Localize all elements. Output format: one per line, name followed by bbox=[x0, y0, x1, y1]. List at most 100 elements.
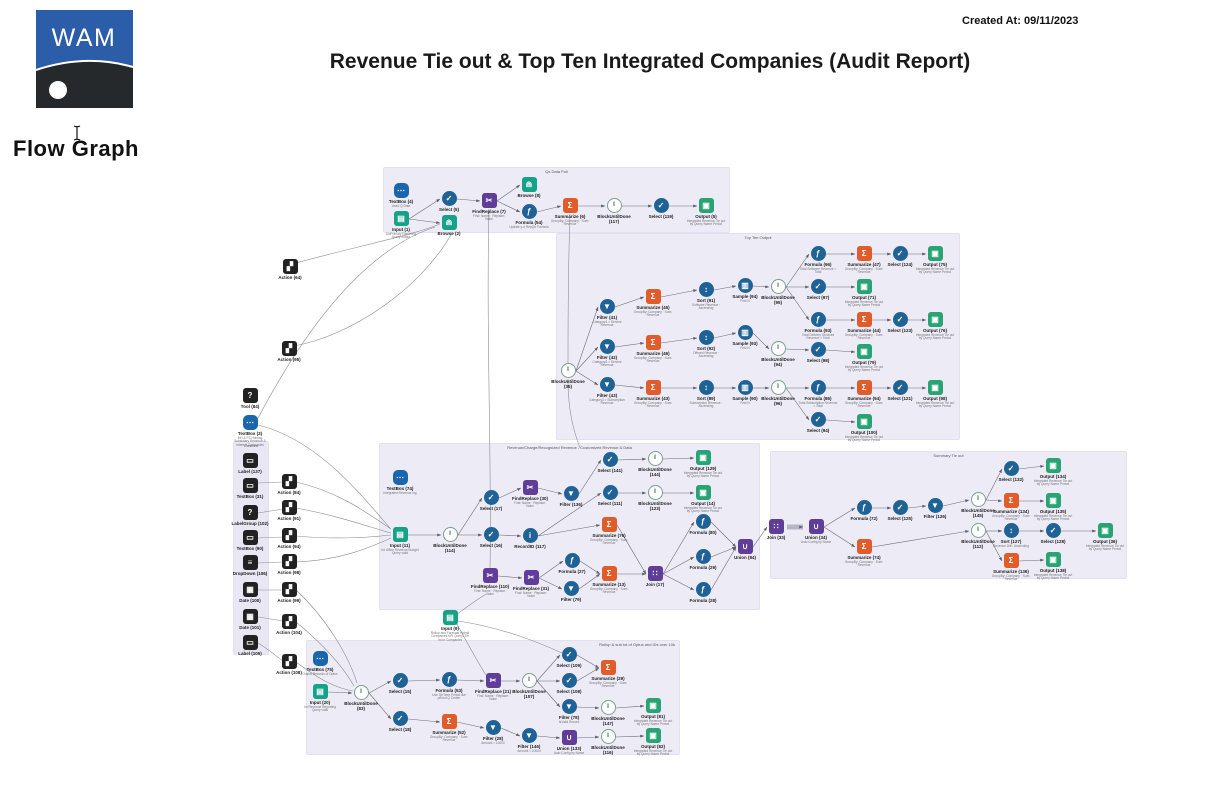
tool-q84[interactable]: ? Tool (84) bbox=[230, 388, 270, 409]
tool-d100[interactable]: ▦ Date (100) bbox=[230, 582, 270, 603]
tool-su74[interactable]: Σ Summarize (74) GroupBy: Company · Sum: R… bbox=[844, 539, 884, 568]
tool-j17[interactable]: ∷ Join (17) bbox=[635, 566, 675, 587]
tool-seA2[interactable]: ✓ Select (97) bbox=[798, 279, 838, 300]
tool-bud116[interactable]: ‖ BlockUntilDone (116) bbox=[588, 729, 628, 755]
tool-o134[interactable]: ▣ Output (134) Integrated Revenue Tie out … bbox=[1033, 458, 1073, 487]
tool-t31[interactable]: ▭ TextBox (31) bbox=[230, 478, 270, 499]
tool-oC3[interactable]: ▣ Output (100) Integrated Revenue Tie out … bbox=[844, 414, 884, 443]
tool-su13[interactable]: Σ Summarize (13) GroupBy: Company · Sum: R… bbox=[589, 566, 629, 595]
tool-fm72[interactable]: ƒ Formula (72) bbox=[844, 500, 884, 521]
tool-o135[interactable]: ▣ Output (135) Integrated Revenue Tie out … bbox=[1033, 493, 1073, 522]
tool-a95[interactable]: ▞ Action (95) bbox=[269, 341, 309, 362]
tool-fi146[interactable]: ▼ Filter (146) Amount < 10000 bbox=[509, 728, 549, 753]
tool-t75[interactable]: ⋯ TextBox (75) Output Records of Optus bbox=[300, 651, 340, 676]
tool-s119[interactable]: ✓ Select (119) bbox=[641, 198, 681, 219]
tool-i9[interactable]: ▤ Input (9) Rollup and Forecast Hybrid Com… bbox=[430, 610, 470, 643]
tool-suA1[interactable]: Σ Summarize (47) GroupBy: Company · Sum: R… bbox=[844, 246, 884, 275]
tool-suA3[interactable]: Σ Summarize (44) GroupBy: Company · Sum: R… bbox=[844, 312, 884, 341]
tool-o138[interactable]: ▣ Output (138) Integrated Revenue Tie out … bbox=[1033, 552, 1073, 581]
tool-i20[interactable]: ▤ Input (20) Int Revenue Reporting Query v… bbox=[300, 684, 340, 713]
tool-fB[interactable]: ▼ Filter (42) Category2 = Service Revenue bbox=[587, 339, 627, 368]
tool-saC[interactable]: ▥ Sample (90) First N bbox=[725, 380, 765, 405]
tool-saA[interactable]: ▥ Sample (94) First N bbox=[725, 278, 765, 303]
tool-bud83[interactable]: ‖ BlockUntilDone (83) bbox=[341, 685, 381, 711]
tool-bud114[interactable]: ‖ BlockUntilDone (114) bbox=[430, 527, 470, 553]
tool-seA3[interactable]: ✓ Select (123) bbox=[880, 312, 920, 333]
tool-su6[interactable]: Σ Summarize (6) GroupBy: Company · Sum: Re… bbox=[550, 198, 590, 227]
tool-bud35[interactable]: ‖ BlockUntilDone (35) bbox=[548, 363, 588, 389]
tool-suC[interactable]: Σ Summarize (43) GroupBy: Company · Sum: R… bbox=[633, 380, 673, 409]
tool-a98[interactable]: ▞ Action (98) bbox=[269, 554, 309, 575]
tool-f54[interactable]: ƒ Formula (54) Update y-d RepQtr Formula bbox=[509, 204, 549, 229]
tool-o14[interactable]: ▣ Output (14) Integrated Revenue Tie out b… bbox=[683, 485, 723, 514]
tool-o5[interactable]: ▣ Output (5) Integrated Revenue Tie out by… bbox=[686, 198, 726, 227]
tool-se125[interactable]: ✓ Select (125) bbox=[880, 500, 920, 521]
tool-t90[interactable]: ▭ TextBox (90) bbox=[230, 530, 270, 551]
tool-bud117[interactable]: ‖ BlockUntilDone (117) bbox=[594, 198, 634, 224]
tool-soB[interactable]: ↕ Sort (92) Offered Revenue : Ascending bbox=[686, 330, 726, 359]
tool-fr30[interactable]: ✂ FindReplace (30) Find: Name · Replace: V… bbox=[510, 480, 550, 509]
tool-b2[interactable]: ⋒ Browse (2) bbox=[429, 215, 469, 236]
tool-fi136[interactable]: ▼ Filter (136) bbox=[551, 486, 591, 507]
tool-suB[interactable]: Σ Summarize (46) GroupBy: Company · Sum: R… bbox=[633, 335, 673, 364]
tool-j33[interactable]: ∷ Join (33) bbox=[756, 519, 796, 540]
tool-oB[interactable]: ▣ Output (79) Integrated Revenue Tie out b… bbox=[844, 344, 884, 373]
tool-a108[interactable]: ▞ Action (108) bbox=[269, 654, 309, 675]
tool-lb105[interactable]: ▭ Label (105) bbox=[230, 635, 270, 656]
tool-fm80[interactable]: ƒ Formula (80) bbox=[683, 514, 723, 535]
tool-budC[interactable]: ‖ BlockUntilDone (96) bbox=[758, 380, 798, 406]
tool-fr21[interactable]: ✂ FindReplace (21) Find: Name · Replace: V… bbox=[473, 673, 513, 702]
tool-seB[interactable]: ✓ Select (98) bbox=[798, 342, 838, 363]
tool-oA1[interactable]: ▣ Output (75) Integrated Revenue Tie out b… bbox=[915, 246, 955, 275]
tool-bud145[interactable]: ‖ BlockUntilDone (145) bbox=[958, 492, 998, 518]
tool-dd106[interactable]: ≡ DropDown (106) bbox=[230, 555, 270, 576]
tool-oA2[interactable]: ▣ Output (71) Integrated Revenue Tie out b… bbox=[844, 279, 884, 308]
tool-soC[interactable]: ↕ Sort (89) Subscription Revenue : Ascendi… bbox=[686, 380, 726, 409]
tool-o129[interactable]: ▣ Output (129) Integrated Revenue Tie out … bbox=[683, 450, 723, 479]
tool-budA[interactable]: ‖ BlockUntilDone (95) bbox=[758, 279, 798, 305]
tool-bud112[interactable]: ‖ BlockUntilDone (112) bbox=[958, 523, 998, 549]
tool-s111[interactable]: ✓ Select (111) bbox=[590, 485, 630, 506]
tool-un133[interactable]: ∪ Union (133) Auto Config by Name bbox=[549, 730, 589, 755]
tool-s141[interactable]: ✓ Select (141) bbox=[590, 452, 630, 473]
tool-fi126[interactable]: ▼ Filter (126) bbox=[915, 498, 955, 519]
tool-o82[interactable]: ▣ Output (82) Integrated Revenue Tie out b… bbox=[633, 728, 673, 757]
tool-fmA1[interactable]: ƒ Formula (96) Total Software Revenue = To… bbox=[798, 246, 838, 275]
tool-s15[interactable]: ✓ Select (15) bbox=[380, 673, 420, 694]
tool-oA3[interactable]: ▣ Output (76) Integrated Revenue Tie out b… bbox=[915, 312, 955, 341]
tool-a64[interactable]: ▞ Action (64) bbox=[270, 259, 310, 280]
tool-suC2[interactable]: Σ Summarize (94) GroupBy: Company · Sum: R… bbox=[844, 380, 884, 409]
tool-o81[interactable]: ▣ Output (81) Integrated Revenue Tie out b… bbox=[633, 698, 673, 727]
tool-b8[interactable]: ⋒ Browse (8) bbox=[509, 177, 549, 198]
tool-s17[interactable]: ✓ Select (17) bbox=[471, 490, 511, 511]
tool-s18[interactable]: ✓ Select (18) bbox=[380, 711, 420, 732]
tool-un84[interactable]: ∪ Union (84) bbox=[725, 539, 765, 560]
tool-saB[interactable]: ▥ Sample (93) First N bbox=[725, 325, 765, 350]
tool-su134[interactable]: Σ Summarize (134) GroupBy: Company · Sum: … bbox=[991, 493, 1031, 522]
tool-lg102[interactable]: ? LabelGroup (102) bbox=[230, 505, 270, 526]
tool-rid117[interactable]: i RecordID (117) bbox=[510, 528, 550, 549]
tool-lb137[interactable]: ▭ Label (137) bbox=[230, 453, 270, 474]
tool-a99[interactable]: ▞ Action (99) bbox=[269, 582, 309, 603]
tool-o36[interactable]: ▣ Output (36) Integrated Revenue Tie out b… bbox=[1085, 523, 1125, 552]
tool-soA[interactable]: ↕ Sort (91) Software Revenue : Ascending bbox=[686, 282, 726, 311]
tool-fr31[interactable]: ✂ FindReplace (31) Find: Name · Replace: V… bbox=[511, 570, 551, 599]
tool-so127[interactable]: ↕ Sort (127) Revenue Diff : Ascending bbox=[991, 523, 1031, 548]
tool-bud147[interactable]: ‖ BlockUntilDone (147) bbox=[588, 700, 628, 726]
tool-se128[interactable]: ✓ Select (128) bbox=[1033, 523, 1073, 544]
tool-fi79[interactable]: ▼ Filter (79) bbox=[551, 581, 591, 602]
tool-suA[interactable]: Σ Summarize (45) GroupBy: Company · Sum: R… bbox=[633, 289, 673, 318]
tool-budB[interactable]: ‖ BlockUntilDone (94) bbox=[758, 341, 798, 367]
tool-fm28[interactable]: ƒ Formula (28) bbox=[683, 582, 723, 603]
tool-su52[interactable]: Σ Summarize (52) GroupBy: Company · Sum: R… bbox=[429, 714, 469, 743]
tool-t74[interactable]: ⋯ TextBox (74) Integrated Revenue log bbox=[380, 470, 420, 495]
tool-fr110[interactable]: ✂ FindReplace (110) Find: Name · Replace: … bbox=[470, 568, 510, 597]
tool-fmA3[interactable]: ƒ Formula (93) Total Delivery Services Rev… bbox=[798, 312, 838, 341]
tool-s16[interactable]: ✓ Select (16) bbox=[471, 527, 511, 548]
tool-oC[interactable]: ▣ Output (98) Integrated Revenue Tie out b… bbox=[915, 380, 955, 409]
tool-a91[interactable]: ▞ Action (91) bbox=[269, 500, 309, 521]
tool-t4[interactable]: ⋯ TextBox (4) Used Q Data bbox=[381, 183, 421, 208]
tool-fm27[interactable]: ƒ Formula (27) bbox=[552, 553, 592, 574]
tool-fm29[interactable]: ƒ Formula (29) bbox=[683, 549, 723, 570]
tool-fi78[interactable]: ▼ Filter (78) IsValid Record bbox=[549, 699, 589, 724]
